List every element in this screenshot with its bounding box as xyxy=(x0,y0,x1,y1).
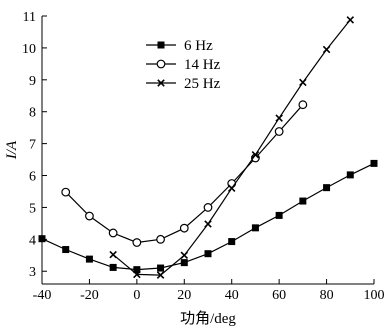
data-point-6-hz xyxy=(204,250,212,258)
data-point-25-hz xyxy=(322,45,331,54)
data-point-6-hz xyxy=(275,211,283,219)
y-tick-label: 7 xyxy=(29,138,36,153)
legend-label-14-hz: 14 Hz xyxy=(184,57,221,73)
data-point-6-hz xyxy=(180,259,188,267)
y-tick-label: 10 xyxy=(22,42,36,57)
data-point-25-hz xyxy=(180,251,189,260)
data-point-6-hz xyxy=(38,235,46,243)
data-point-14-hz xyxy=(203,203,213,212)
x-tick-label: 100 xyxy=(364,288,385,303)
data-point-14-hz xyxy=(179,223,189,233)
y-tick-label: 5 xyxy=(29,201,36,216)
x-tick-label: 40 xyxy=(225,288,239,303)
data-point-14-hz xyxy=(274,127,284,136)
data-point-14-hz xyxy=(85,211,94,221)
series-layer xyxy=(38,16,378,279)
data-point-6-hz xyxy=(370,159,378,167)
legend-label-25-hz: 25 Hz xyxy=(184,76,221,92)
data-point-25-hz xyxy=(346,16,355,24)
data-point-14-hz xyxy=(298,100,308,110)
data-point-6-hz xyxy=(323,184,331,192)
data-point-25-hz xyxy=(299,78,307,87)
y-axis-title: I/A xyxy=(4,140,20,160)
axes: -40 -20 0 20 40 60 80 100 3 4 5 6 7 8 9 10 11 xyxy=(22,10,385,303)
y-tick-label: 8 xyxy=(29,106,36,121)
y-tick-label: 6 xyxy=(29,170,36,185)
data-point-6-hz xyxy=(251,224,259,232)
y-tick-label: 11 xyxy=(23,10,36,25)
legend: 6 Hz 14 Hz 25 Hz xyxy=(146,38,221,92)
x-tick-label: 60 xyxy=(272,288,286,303)
data-point-25-hz xyxy=(133,270,141,279)
data-point-25-hz xyxy=(109,250,117,259)
data-point-14-hz xyxy=(156,234,165,244)
data-point-25-hz xyxy=(227,184,236,193)
legend-marker-14-hz xyxy=(156,59,166,69)
y-tick-label: 3 xyxy=(29,265,36,280)
legend-label-6-hz: 6 Hz xyxy=(184,38,213,54)
data-point-25-hz xyxy=(275,114,283,122)
y-tick-label: 9 xyxy=(29,74,36,89)
x-tick-label: -40 xyxy=(33,288,52,303)
data-point-25-hz xyxy=(251,151,260,159)
data-point-25-hz xyxy=(156,271,165,279)
data-point-6-hz xyxy=(62,246,70,254)
data-point-6-hz xyxy=(299,197,307,205)
data-point-14-hz xyxy=(132,238,142,247)
data-point-6-hz xyxy=(346,171,354,179)
y-tick-label: 4 xyxy=(29,233,36,248)
legend-marker-25-hz xyxy=(157,79,165,87)
data-point-6-hz xyxy=(85,255,93,263)
series-line-25-hz xyxy=(112,19,351,276)
x-tick-label: 80 xyxy=(320,288,334,303)
data-point-25-hz xyxy=(204,220,212,228)
data-point-6-hz xyxy=(228,238,236,246)
x-tick-label: 0 xyxy=(133,288,140,303)
x-axis-title: 功角/deg xyxy=(180,310,236,327)
data-point-14-hz xyxy=(61,187,71,197)
legend-marker-6-hz xyxy=(157,41,165,49)
x-tick-label: 20 xyxy=(177,288,191,303)
data-point-6-hz xyxy=(157,264,165,272)
data-point-6-hz xyxy=(109,263,117,271)
data-point-14-hz xyxy=(108,228,118,238)
data-point-6-hz xyxy=(133,266,141,274)
x-tick-label: -20 xyxy=(80,288,99,303)
